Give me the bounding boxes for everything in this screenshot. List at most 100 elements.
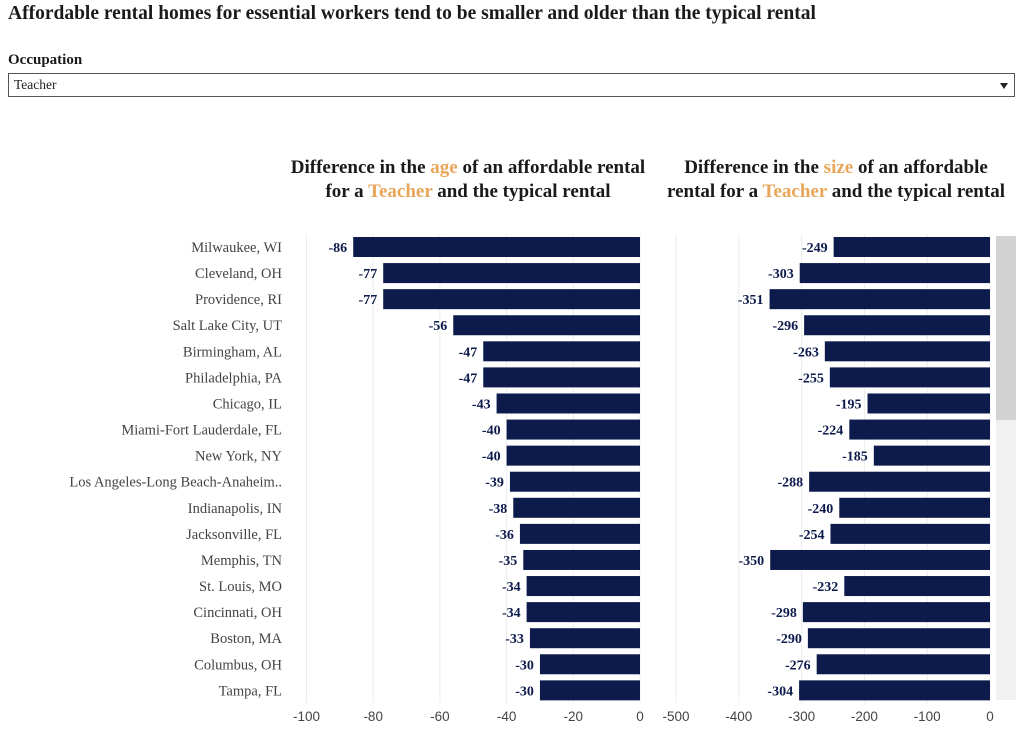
age-bar bbox=[523, 549, 640, 570]
page-title: Affordable rental homes for essential wo… bbox=[8, 3, 816, 24]
chart-scrollbar-thumb[interactable] bbox=[996, 236, 1016, 420]
category-label: St. Louis, MO bbox=[199, 579, 282, 595]
size-tick-label: -400 bbox=[725, 709, 752, 724]
age-bar bbox=[383, 289, 640, 310]
size-title-occupation: Teacher bbox=[762, 181, 827, 202]
size-bar bbox=[809, 471, 990, 492]
occupation-filter-label: Occupation bbox=[8, 52, 83, 68]
category-label: Chicago, IL bbox=[213, 396, 282, 412]
size-bar bbox=[867, 393, 990, 414]
category-label: Cincinnati, OH bbox=[193, 605, 282, 621]
age-title-part: of an affordable rental for a bbox=[325, 157, 646, 202]
size-tick-label: -200 bbox=[851, 709, 878, 724]
size-data-label: -224 bbox=[818, 424, 844, 439]
size-title-highlight: size bbox=[823, 157, 854, 178]
age-data-label: -47 bbox=[459, 371, 478, 386]
age-bar bbox=[519, 523, 640, 544]
age-tick-label: -40 bbox=[497, 709, 517, 724]
age-bar bbox=[353, 237, 640, 257]
size-bar bbox=[769, 289, 990, 310]
size-chart-title: Difference in the size of an affordable … bbox=[664, 156, 1008, 204]
age-bar bbox=[483, 367, 640, 388]
age-bar bbox=[529, 628, 640, 649]
category-label: Los Angeles-Long Beach-Anaheim.. bbox=[69, 475, 282, 491]
size-tick-label: -100 bbox=[914, 709, 941, 724]
size-bar bbox=[829, 367, 990, 388]
age-data-label: -86 bbox=[329, 241, 348, 256]
size-bar bbox=[844, 576, 990, 597]
age-data-label: -38 bbox=[489, 502, 508, 517]
age-title-part: Difference in the bbox=[290, 157, 431, 178]
size-title-part: Difference in the bbox=[684, 157, 824, 178]
age-data-label: -77 bbox=[359, 267, 378, 282]
size-data-label: -298 bbox=[771, 606, 797, 621]
age-bar bbox=[526, 576, 640, 597]
size-bar bbox=[770, 549, 990, 570]
size-data-label: -351 bbox=[738, 293, 764, 308]
size-data-label: -249 bbox=[802, 241, 828, 256]
age-bar bbox=[483, 341, 640, 362]
size-bar bbox=[799, 680, 990, 701]
age-tick-label: -20 bbox=[564, 709, 584, 724]
age-data-label: -36 bbox=[495, 528, 514, 543]
age-data-label: -43 bbox=[472, 397, 491, 412]
size-bar bbox=[830, 523, 990, 544]
category-label: Indianapolis, IN bbox=[188, 501, 283, 517]
age-data-label: -40 bbox=[482, 424, 501, 439]
category-label: Milwaukee, WI bbox=[191, 240, 282, 256]
size-bar bbox=[839, 497, 990, 518]
size-bar bbox=[873, 445, 990, 466]
age-data-label: -34 bbox=[502, 580, 521, 595]
age-title-highlight: age bbox=[430, 157, 458, 178]
category-label: Tampa, FL bbox=[219, 683, 282, 699]
age-title-part: and the typical rental bbox=[432, 181, 611, 202]
category-label: Providence, RI bbox=[195, 292, 282, 308]
size-data-label: -195 bbox=[836, 397, 862, 412]
size-data-label: -350 bbox=[739, 554, 765, 569]
age-data-label: -30 bbox=[515, 684, 534, 699]
age-bar bbox=[513, 497, 640, 518]
age-data-label: -33 bbox=[505, 632, 524, 647]
chevron-down-icon bbox=[1000, 83, 1008, 89]
category-label: New York, NY bbox=[195, 449, 283, 465]
size-bar bbox=[807, 628, 990, 649]
age-bar bbox=[506, 419, 640, 440]
occupation-selected-value: Teacher bbox=[14, 77, 57, 92]
age-data-label: -56 bbox=[429, 319, 448, 334]
size-data-label: -240 bbox=[808, 502, 834, 517]
age-data-label: -77 bbox=[359, 293, 378, 308]
size-title-part: of an affordable rental for a bbox=[667, 157, 988, 202]
size-title-part: and the typical rental bbox=[826, 181, 1005, 202]
age-data-label: -47 bbox=[459, 345, 478, 360]
age-tick-label: -100 bbox=[293, 709, 320, 724]
age-data-label: -39 bbox=[485, 476, 504, 491]
occupation-select[interactable]: Teacher bbox=[8, 73, 1015, 97]
size-data-label: -232 bbox=[813, 580, 839, 595]
age-tick-label: -80 bbox=[363, 709, 383, 724]
category-label: Salt Lake City, UT bbox=[173, 318, 283, 334]
age-data-label: -34 bbox=[502, 606, 521, 621]
age-tick-label: 0 bbox=[636, 709, 644, 724]
age-bar bbox=[539, 654, 640, 675]
age-data-label: -40 bbox=[482, 450, 501, 465]
age-bar bbox=[453, 315, 640, 336]
size-data-label: -254 bbox=[799, 528, 825, 543]
age-bar bbox=[526, 602, 640, 623]
size-data-label: -263 bbox=[793, 345, 819, 360]
size-data-label: -276 bbox=[785, 658, 811, 673]
category-label: Boston, MA bbox=[210, 631, 282, 647]
size-data-label: -185 bbox=[842, 450, 868, 465]
category-label: Jacksonville, FL bbox=[186, 527, 282, 543]
category-label: Memphis, TN bbox=[201, 553, 283, 569]
age-data-label: -35 bbox=[499, 554, 518, 569]
size-tick-label: -300 bbox=[788, 709, 815, 724]
size-bar bbox=[816, 654, 990, 675]
size-data-label: -288 bbox=[777, 476, 803, 491]
category-label: Birmingham, AL bbox=[183, 344, 282, 360]
size-data-label: -304 bbox=[767, 684, 793, 699]
size-bar bbox=[802, 602, 990, 623]
age-tick-label: -60 bbox=[430, 709, 450, 724]
age-bar bbox=[383, 263, 640, 284]
category-label: Columbus, OH bbox=[194, 657, 282, 673]
